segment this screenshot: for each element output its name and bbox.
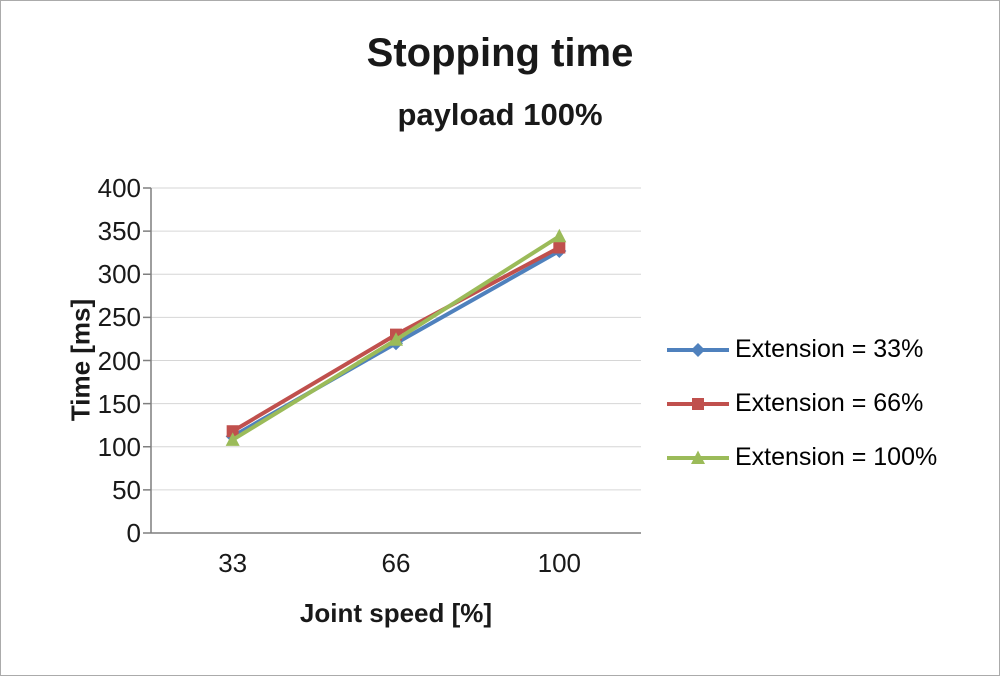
y-tick-label: 400 (97, 173, 141, 203)
y-tick-label: 350 (97, 216, 141, 247)
y-tick-label: 100 (97, 431, 141, 462)
x-axis-title: Joint speed [%] (299, 598, 493, 628)
square-marker-icon (553, 241, 566, 254)
legend-label: Extension = 66% (735, 389, 924, 417)
legend-item: Extension = 33% (667, 335, 937, 364)
y-tick-label: 300 (97, 259, 141, 290)
triangle-marker-icon (389, 332, 403, 346)
legend-label: Extension = 33% (735, 335, 924, 363)
x-tick-label: 33 (218, 548, 248, 578)
legend-item: Extension = 100% (667, 443, 937, 472)
x-tick-label: 66 (381, 548, 411, 578)
chart-subtitle: payload 100% (397, 97, 603, 132)
y-tick-label: 50 (112, 474, 141, 505)
chart-title: Stopping time (366, 31, 634, 75)
triangle-marker-icon (552, 228, 567, 243)
legend-swatch-triangle-icon (667, 450, 729, 464)
y-tick-label: 250 (97, 302, 141, 333)
legend: Extension = 33% Extension = 66% Extension … (667, 335, 937, 472)
y-tick-label: 150 (97, 388, 141, 419)
square-marker-icon (226, 425, 239, 438)
x-tick-label: 100 (537, 548, 582, 578)
triangle-marker-icon (225, 432, 240, 446)
y-tick-label: 0 (126, 518, 141, 548)
legend-label: Extension = 100% (735, 443, 938, 471)
legend-swatch-square-icon (667, 397, 729, 410)
plot-area (143, 187, 641, 534)
legend-swatch-diamond-icon (667, 342, 729, 357)
y-axis-tick-labels: 0 50 100 150 200 250 300 350 400 (53, 1, 141, 675)
legend-item: Extension = 66% (667, 389, 937, 418)
x-axis-tick-labels: 33 66 100 (151, 550, 641, 582)
y-tick-label: 200 (97, 345, 141, 376)
